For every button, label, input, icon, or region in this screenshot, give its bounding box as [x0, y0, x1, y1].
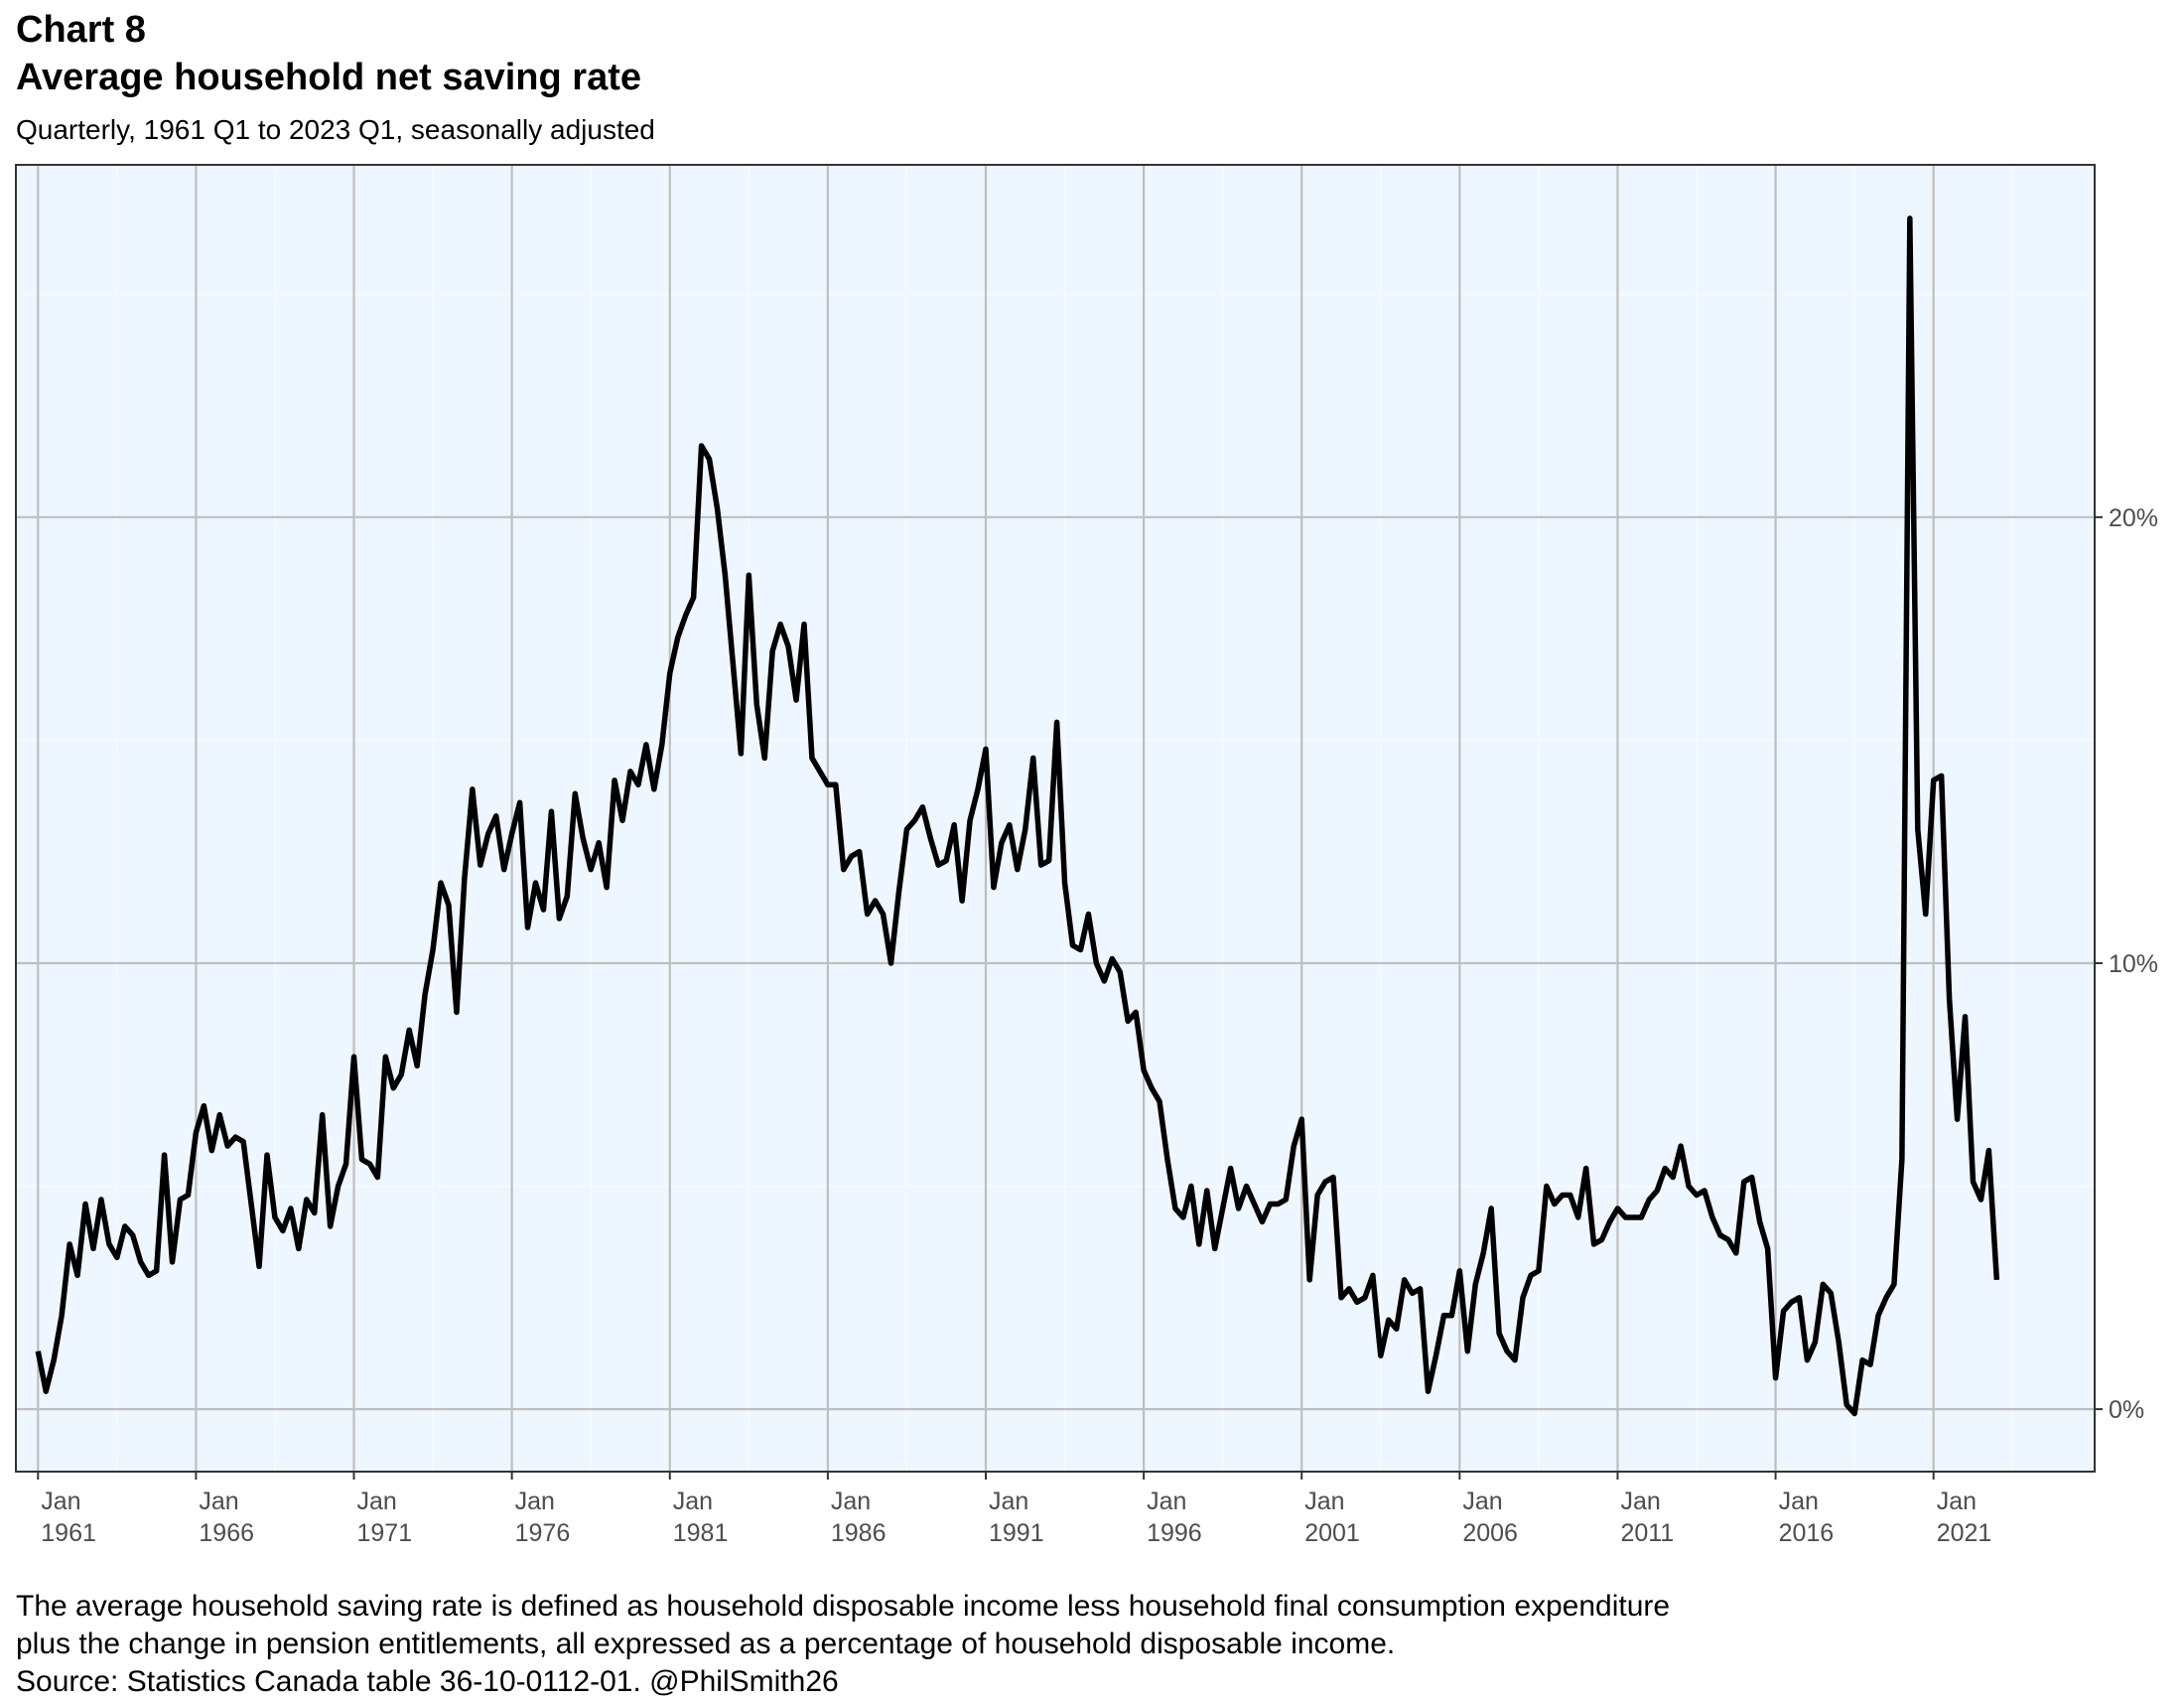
- plot-panel: [16, 165, 2095, 1472]
- x-tick-label-month: Jan: [41, 1488, 80, 1515]
- caption-definition-line-2: plus the change in pension entitlements,…: [16, 1628, 1396, 1660]
- x-tick-label-year: 2011: [1620, 1519, 1674, 1547]
- x-tick-label-year: 1976: [515, 1519, 571, 1547]
- x-tick-label-year: 1981: [673, 1519, 729, 1547]
- plot-border: [15, 164, 2096, 1473]
- x-tick-label-year: 2006: [1462, 1519, 1518, 1547]
- x-tick-label-month: Jan: [1462, 1488, 1502, 1515]
- x-tick-label-month: Jan: [515, 1488, 555, 1515]
- axes: 0% 10% 20% Jan 1961 Jan 1966 Jan 1971 Jan 1976 Jan 1…: [37, 504, 2158, 1547]
- x-tick-label-month: Jan: [1620, 1488, 1660, 1515]
- saving-rate-series-line: [35, 215, 2000, 1417]
- x-tick-label-month: Jan: [831, 1488, 871, 1515]
- caption-definition-line-1: The average household saving rate is def…: [16, 1590, 1671, 1623]
- chart-label: Chart 8: [16, 9, 146, 51]
- x-tick-label-month: Jan: [1304, 1488, 1344, 1515]
- y-tick-label: 20%: [2109, 504, 2158, 532]
- x-tick-label-year: 1986: [831, 1519, 887, 1547]
- y-tick-label: 0%: [2109, 1396, 2144, 1424]
- x-tick-label-year: 2016: [1779, 1519, 1835, 1547]
- chart-title: Average household net saving rate: [16, 57, 641, 98]
- chart-subtitle: Quarterly, 1961 Q1 to 2023 Q1, seasonall…: [16, 114, 655, 145]
- x-tick-label-year: 2001: [1304, 1519, 1360, 1547]
- x-tick-label-year: 1966: [199, 1519, 254, 1547]
- y-tick-label: 10%: [2109, 950, 2158, 978]
- x-tick-label-year: 1991: [989, 1519, 1044, 1547]
- x-tick-label-year: 1961: [41, 1519, 96, 1547]
- x-tick-label-month: Jan: [989, 1488, 1028, 1515]
- x-tick-label-year: 1971: [357, 1519, 413, 1547]
- x-tick-label-year: 1996: [1147, 1519, 1202, 1547]
- grid-lines: [16, 165, 2095, 1472]
- x-tick-label-month: Jan: [1937, 1488, 1977, 1515]
- x-tick-label-month: Jan: [199, 1488, 238, 1515]
- x-tick-label-month: Jan: [1779, 1488, 1819, 1515]
- x-tick-label-year: 2021: [1937, 1519, 1992, 1547]
- x-tick-label-month: Jan: [1147, 1488, 1186, 1515]
- x-tick-label-month: Jan: [673, 1488, 713, 1515]
- x-tick-label-month: Jan: [357, 1488, 397, 1515]
- caption-source: Source: Statistics Canada table 36-10-01…: [16, 1665, 839, 1698]
